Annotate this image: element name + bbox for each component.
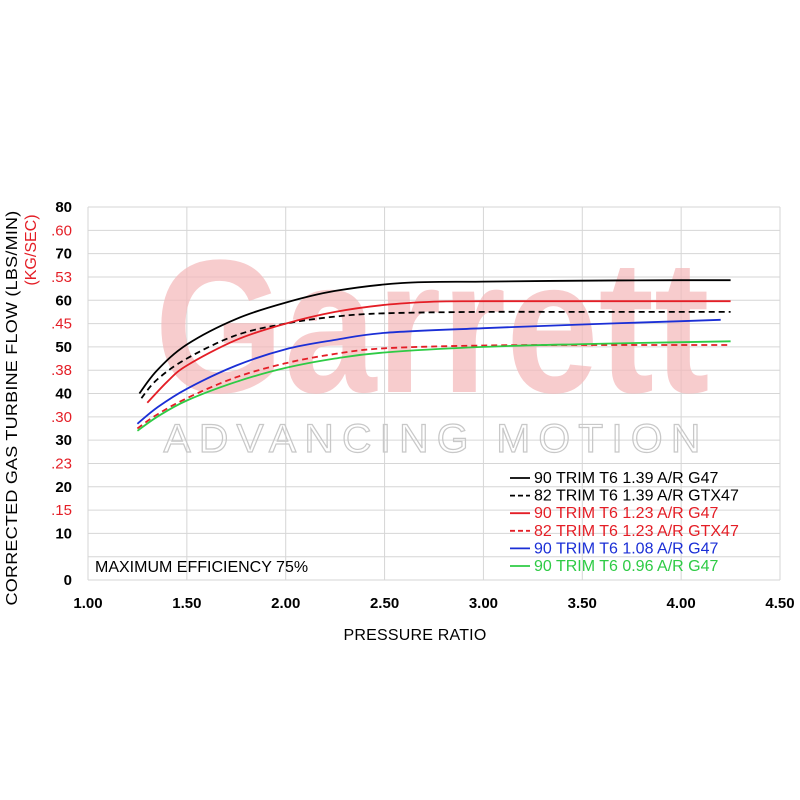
legend-label: 90 TRIM T6 1.08 A/R G47 bbox=[534, 540, 718, 557]
watermark-brand: Garrett bbox=[155, 221, 710, 433]
legend-label: 82 TRIM T6 1.23 A/R GTX47 bbox=[534, 523, 739, 540]
x-tick-label: 3.00 bbox=[469, 595, 498, 612]
x-tick-label: 4.00 bbox=[667, 595, 696, 612]
legend-label: 82 TRIM T6 1.39 A/R GTX47 bbox=[534, 488, 739, 505]
x-tick-label: 1.50 bbox=[172, 595, 201, 612]
x-tick-label: 3.50 bbox=[568, 595, 597, 612]
x-tick-label: 4.50 bbox=[765, 595, 794, 612]
legend-label: 90 TRIM T6 1.23 A/R G47 bbox=[534, 505, 718, 522]
y2-tick-label: .38 bbox=[51, 362, 72, 379]
y-tick-label: 40 bbox=[55, 386, 72, 403]
x-tick-label: 2.50 bbox=[370, 595, 399, 612]
y-axis-ticks: 0 10 20 30 40 50 60 70 80 bbox=[55, 199, 72, 589]
series-line-3 bbox=[146, 300, 731, 404]
legend-label: 90 TRIM T6 1.39 A/R G47 bbox=[534, 470, 718, 487]
garrett-watermark: Garrett ADVANCING MOTION bbox=[155, 221, 710, 462]
y-axis-title-secondary: (KG/SEC) bbox=[23, 214, 40, 285]
grid bbox=[87, 206, 781, 581]
series-layer bbox=[136, 279, 731, 432]
y-tick-label: 60 bbox=[55, 292, 72, 309]
series-line-1 bbox=[138, 279, 731, 395]
secondary-y-axis-ticks: .15 .23 .30 .38 .45 .53 .60 bbox=[51, 222, 72, 519]
y-tick-label: 0 bbox=[64, 572, 72, 589]
watermark-tagline: ADVANCING MOTION bbox=[164, 417, 709, 461]
legend-label: 90 TRIM T6 0.96 A/R G47 bbox=[534, 558, 718, 575]
y-tick-label: 20 bbox=[55, 479, 72, 496]
series-line-5 bbox=[136, 318, 721, 425]
y-axis-title: CORRECTED GAS TURBINE FLOW (LBS/MIN) bbox=[4, 211, 21, 606]
y2-tick-label: .53 bbox=[51, 269, 72, 286]
y2-tick-label: .23 bbox=[51, 455, 72, 472]
y2-tick-label: .30 bbox=[51, 409, 72, 426]
y-tick-label: 70 bbox=[55, 246, 72, 263]
y-tick-label: 80 bbox=[55, 199, 72, 216]
y-tick-label: 10 bbox=[55, 525, 72, 542]
series-line-4 bbox=[136, 344, 731, 430]
max-efficiency-annotation: MAXIMUM EFFICIENCY 75% bbox=[95, 559, 308, 576]
x-axis-ticks: 1.00 1.50 2.00 2.50 3.00 3.50 4.00 4.50 bbox=[73, 595, 794, 612]
series-line-2 bbox=[140, 310, 731, 399]
y2-tick-label: .45 bbox=[51, 316, 72, 333]
y2-tick-label: .15 bbox=[51, 502, 72, 519]
y-tick-label: 50 bbox=[55, 339, 72, 356]
y-tick-label: 30 bbox=[55, 432, 72, 449]
x-tick-label: 2.00 bbox=[271, 595, 300, 612]
series-line-6 bbox=[136, 340, 731, 432]
y2-tick-label: .60 bbox=[51, 222, 72, 239]
x-tick-label: 1.00 bbox=[73, 595, 102, 612]
x-axis-title: PRESSURE RATIO bbox=[344, 627, 487, 644]
